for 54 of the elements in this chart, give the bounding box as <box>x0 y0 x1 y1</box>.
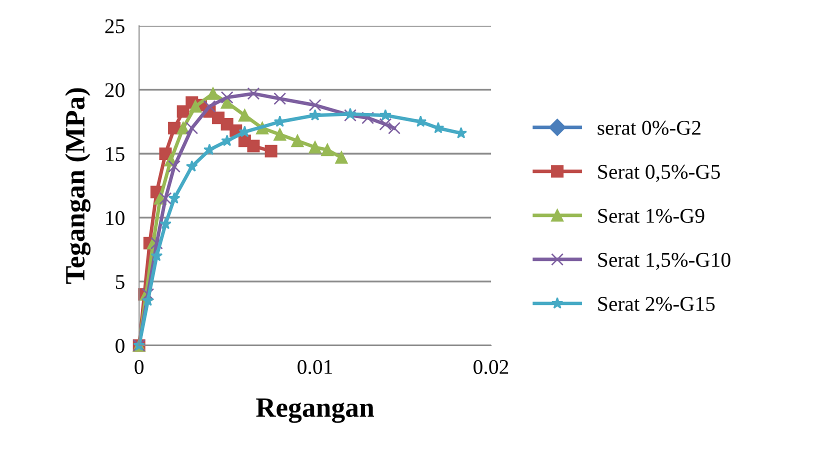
point <box>414 115 427 127</box>
point <box>379 109 392 121</box>
point <box>176 122 190 134</box>
point <box>238 109 251 122</box>
point <box>168 192 180 204</box>
legend-label: Serat 1%-G9 <box>598 208 704 223</box>
point <box>160 218 172 230</box>
point <box>142 294 154 306</box>
point <box>186 160 198 172</box>
point <box>362 112 374 124</box>
point <box>204 144 216 156</box>
point <box>379 118 392 131</box>
point <box>264 144 278 158</box>
legend-label: serat 0%-G2 <box>598 120 700 135</box>
point <box>159 147 172 160</box>
point <box>168 160 181 173</box>
legend-label: Serat 2%-G15 <box>598 296 715 311</box>
y-tick-label: 0 <box>116 338 124 353</box>
point <box>220 91 234 104</box>
point <box>344 109 356 122</box>
x-tick-label: 0.02 <box>474 360 508 374</box>
point <box>247 140 260 152</box>
point <box>309 109 322 121</box>
point <box>150 250 163 262</box>
point <box>168 122 181 134</box>
legend-label: Serat 1,5%-G10 <box>598 252 730 270</box>
x-axis-title: Regangan <box>256 398 374 423</box>
y-tick-label: 20 <box>105 83 124 98</box>
point <box>206 87 220 100</box>
point <box>308 98 322 112</box>
point <box>220 96 234 109</box>
point <box>247 87 260 100</box>
y-tick-label: 5 <box>116 275 124 289</box>
y-axis-title: Tegangan (MPa) <box>65 88 90 284</box>
point <box>189 100 202 113</box>
point <box>344 108 356 120</box>
legend-label: Serat 0,5%-G5 <box>598 164 720 182</box>
point <box>308 141 322 154</box>
point <box>203 100 216 113</box>
point <box>335 151 348 164</box>
y-tick-label: 15 <box>106 147 124 162</box>
point <box>221 134 234 146</box>
point <box>186 122 198 134</box>
point <box>274 128 286 141</box>
point <box>291 134 304 148</box>
x-tick-label: 0.01 <box>298 360 332 374</box>
point <box>159 192 172 205</box>
point <box>274 92 286 105</box>
y-tick-label: 25 <box>105 19 124 34</box>
point <box>321 144 334 156</box>
x-tick-label: 0 <box>134 360 144 374</box>
y-tick-label: 10 <box>106 210 124 226</box>
point <box>274 115 286 127</box>
point <box>388 122 400 134</box>
